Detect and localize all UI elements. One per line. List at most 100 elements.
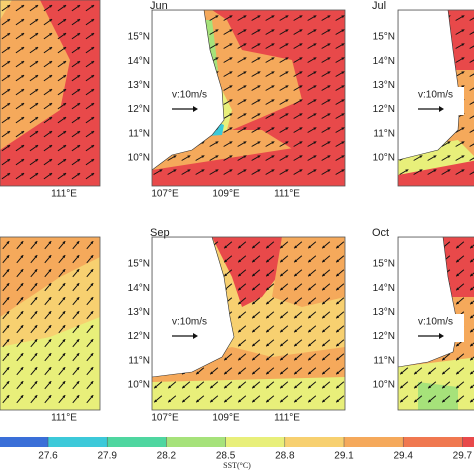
arrow-head <box>201 155 205 159</box>
arrow-head <box>294 287 298 291</box>
arrow-head <box>243 57 247 61</box>
arrow-head <box>182 385 186 389</box>
colorbar-segment <box>403 437 463 447</box>
arrow-head <box>308 371 312 375</box>
arrow-head <box>266 371 270 375</box>
arrow-head <box>35 61 39 64</box>
arrow-head <box>187 169 191 173</box>
panel-frame <box>397 9 474 187</box>
arrow-head <box>442 399 446 403</box>
arrow-head <box>48 297 52 301</box>
arrow-head <box>91 159 95 162</box>
arrow-head <box>196 399 200 403</box>
arrow-head <box>173 155 177 159</box>
arrow-head <box>280 259 284 263</box>
arrow-head <box>243 71 247 75</box>
arrow-head <box>238 357 242 361</box>
arrow-head <box>341 141 345 145</box>
arrow-head <box>21 145 25 148</box>
arrow-head <box>7 75 11 78</box>
arrow-head <box>91 145 95 148</box>
arrow-head <box>76 283 80 287</box>
arrow-head <box>90 311 94 315</box>
arrow-head <box>63 61 67 64</box>
arrow-head <box>257 155 261 159</box>
colorbar-tick-label: 29.4 <box>393 451 413 462</box>
panel-title: Sep <box>150 227 170 239</box>
arrow-head <box>91 89 95 92</box>
arrow-head <box>6 283 10 287</box>
arrow-head <box>257 43 261 47</box>
arrow-head <box>21 75 25 78</box>
lat-label: 15°N <box>373 32 395 43</box>
arrow-head <box>20 325 24 329</box>
sst-region <box>152 377 345 410</box>
sst-region <box>0 0 12 20</box>
arrow-head <box>461 127 465 131</box>
arrow-head <box>447 169 451 173</box>
arrow-head <box>285 57 289 61</box>
arrow-head <box>456 371 460 375</box>
arrow-head <box>77 61 81 64</box>
arrow-head <box>414 399 418 403</box>
arrow-head <box>7 159 11 162</box>
arrow-head <box>313 127 317 131</box>
arrow-head <box>285 113 289 117</box>
arrow-head <box>327 141 331 145</box>
arrow-head <box>419 169 423 173</box>
arrow-head <box>299 71 303 75</box>
arrow-head <box>470 287 474 291</box>
arrow-head <box>62 339 66 343</box>
arrow-head <box>20 283 24 287</box>
arrow-head <box>7 19 11 22</box>
arrow-head <box>173 169 177 173</box>
arrow-head <box>257 57 261 61</box>
colorbar-segment <box>462 437 474 447</box>
land <box>398 10 461 161</box>
arrow-head <box>77 75 81 78</box>
arrow-head <box>456 343 460 347</box>
arrow-head <box>433 169 437 173</box>
arrow-head <box>285 29 289 33</box>
arrow-head <box>252 245 256 249</box>
arrow-head <box>210 385 214 389</box>
wind-arrow <box>469 59 474 63</box>
arrow-head <box>294 301 298 305</box>
arrow-head <box>266 343 270 347</box>
arrow-head <box>308 259 312 263</box>
arrow-head <box>400 399 404 403</box>
arrow-head <box>299 113 303 117</box>
arrow-head <box>229 85 233 89</box>
arrow-head <box>77 173 81 176</box>
arrow-head <box>257 99 261 103</box>
arrow-head <box>229 113 233 117</box>
wind-arrow <box>469 129 474 133</box>
arrow-head <box>414 385 418 389</box>
arrow-head <box>461 15 465 19</box>
arrow-head <box>299 169 303 173</box>
arrow-head <box>299 85 303 89</box>
arrow-head <box>341 43 345 47</box>
arrow-head <box>308 287 312 291</box>
arrow-head <box>257 141 261 145</box>
arrow-head <box>63 33 67 36</box>
arrow-head <box>238 301 242 305</box>
arrow-head <box>271 85 275 89</box>
arrow-head <box>229 29 233 33</box>
arrow-head <box>49 103 53 106</box>
sst-region <box>212 237 282 307</box>
arrow-head <box>447 141 451 145</box>
arrow-head <box>48 395 52 399</box>
vector-key: v:10m/s <box>172 90 207 101</box>
arrow-head <box>336 287 340 291</box>
panel-title: Jun <box>150 0 168 12</box>
arrow-head <box>76 395 80 399</box>
arrow-head <box>257 113 261 117</box>
arrow-head <box>63 19 67 22</box>
colorbar-segment <box>107 437 167 447</box>
sst-region <box>418 382 458 410</box>
arrow-head <box>470 357 474 361</box>
arrow-head <box>90 339 94 343</box>
arrow-head <box>327 57 331 61</box>
arrow-head <box>229 57 233 61</box>
